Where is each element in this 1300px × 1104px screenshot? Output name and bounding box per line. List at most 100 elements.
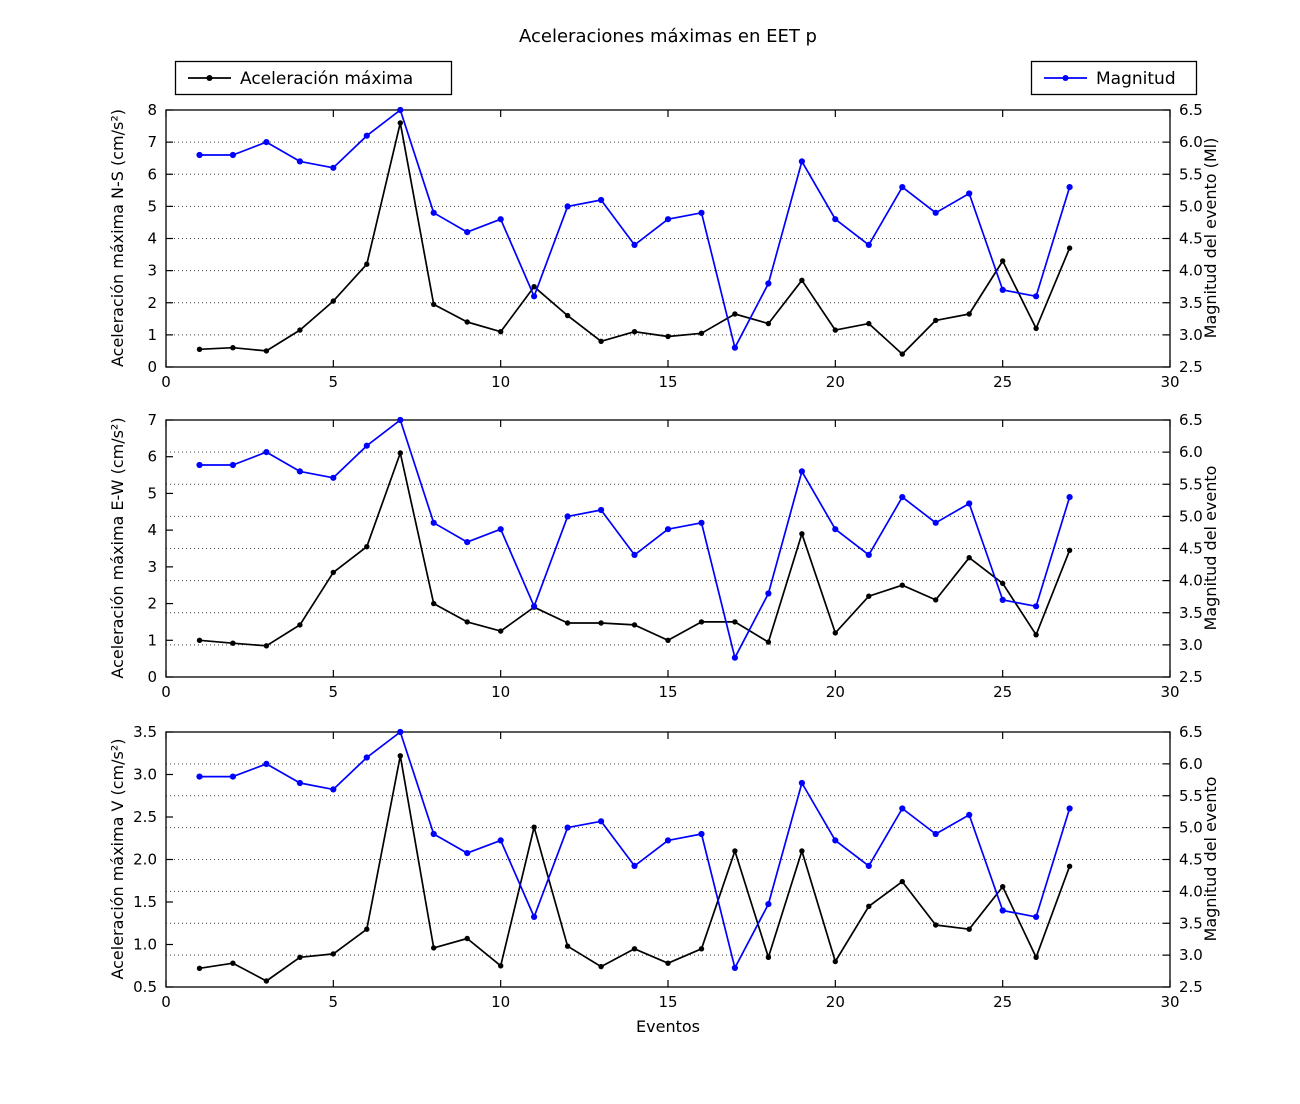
y-tick-label-right: 4.5 [1179,851,1203,869]
data-point-marker [196,151,203,159]
data-point-marker [296,468,303,475]
subplot-1-tick-labels: 0 5 10 15 20 25 30 0 1 2 3 4 5 6 7 8 2.5 3.0 3.5 4.0 4.5 5.0 5… [147,101,1202,391]
data-point-marker [196,346,203,352]
data-point-marker [1033,632,1039,638]
data-point-marker [698,830,705,838]
data-point-marker [932,519,939,526]
y-tick-label-left: 8 [147,101,157,119]
data-point-marker [631,329,638,335]
data-point-marker [564,824,571,831]
subplot-3: Aceleración máxima V (cm/s²) Magnitud de… [108,723,1220,1011]
data-point-marker [297,622,303,628]
data-point-marker [899,582,905,588]
data-point-marker [865,551,872,559]
data-point-marker [665,333,671,340]
y-tick-label-left: 1 [147,326,157,344]
magnitud-series-subplot-3-line [199,731,1071,969]
data-point-marker [263,978,270,984]
data-point-marker [731,964,739,972]
data-point-marker [263,760,270,768]
y-tick-label-right: 6.0 [1179,133,1203,151]
subplot-1-gridlines [166,141,1170,336]
data-point-marker [364,926,370,932]
data-point-marker [497,837,504,844]
y-tick-label-right: 5.5 [1179,165,1203,183]
data-point-marker [230,960,236,966]
subplot-1-ylabel-right: Magnitud del evento (Ml) [1201,138,1220,339]
y-tick-label-left: 3 [147,262,157,280]
data-point-marker [564,203,571,210]
magnitud-series-subplot-1-markers [196,106,1073,351]
data-point-marker [397,753,403,759]
y-tick-label-left: 1 [147,631,157,649]
y-tick-label-right: 2.5 [1179,978,1203,996]
data-point-marker [832,327,838,333]
y-tick-label-left: 3.0 [133,766,157,784]
data-point-marker [933,597,939,603]
data-point-marker [296,158,303,165]
data-point-marker [1000,580,1006,587]
data-point-marker [196,965,203,971]
accel-legend-marker-icon [206,75,213,81]
data-point-marker [598,338,604,344]
accel-series-subplot-1-markers [196,120,1073,357]
subplot-3-ylabel-right: Magnitud del evento [1201,777,1220,942]
subplot-1: Aceleración máxima N-S (cm/s²) Magnitud … [108,101,1220,391]
data-point-marker [832,216,839,223]
data-point-marker [1066,245,1073,251]
x-tick-label: 15 [658,683,677,701]
data-point-marker [966,190,973,197]
x-tick-label: 25 [993,993,1012,1011]
x-tick-label: 5 [329,993,339,1011]
data-point-marker [865,241,872,248]
y-tick-label-right: 6.5 [1179,411,1203,429]
subplot-2-ylabel-right: Magnitud del evento [1201,466,1220,631]
data-point-marker [263,139,270,146]
y-tick-label-left: 4 [147,230,157,248]
y-tick-label-right: 2.5 [1179,668,1203,686]
subplot-2-ticks [165,419,1171,678]
data-point-marker [765,320,772,327]
y-tick-label-right: 6.0 [1179,443,1203,461]
data-point-marker [966,500,973,507]
x-tick-label: 5 [329,373,339,391]
data-point-marker [665,960,671,966]
y-tick-label-left: 5 [147,197,157,215]
y-tick-label-right: 4.5 [1179,230,1203,248]
data-point-marker [732,848,738,854]
y-tick-label-right: 6.5 [1179,101,1203,119]
data-point-marker [1033,954,1039,960]
data-point-marker [363,754,370,761]
data-point-marker [999,596,1006,604]
data-point-marker [832,958,838,965]
data-point-marker [999,907,1006,914]
data-point-marker [498,628,504,634]
x-tick-label: 20 [826,683,845,701]
data-point-marker [330,951,336,957]
data-point-marker [799,848,805,854]
y-tick-label-left: 1.5 [133,893,157,911]
subplot-1-ylabel-left: Aceleración máxima N-S (cm/s²) [108,109,127,367]
y-tick-label-right: 4.0 [1179,572,1203,590]
data-point-marker [431,301,437,308]
data-point-marker [531,913,538,921]
data-point-marker [631,862,638,870]
data-point-marker [196,773,203,780]
data-point-marker [397,728,404,736]
data-point-marker [464,935,470,942]
data-point-marker [397,416,404,424]
data-point-marker [731,654,739,661]
data-point-marker [664,216,672,223]
x-axis-label: Eventos [636,1017,700,1036]
subplot-3-plot: 0 5 10 15 20 25 30 0.5 1.0 1.5 2.0 2.5 3.0 3.5 2.5 3.0 3… [133,723,1203,1011]
x-tick-label: 0 [161,683,171,701]
data-point-marker [430,209,437,216]
data-point-marker [899,494,906,501]
y-tick-label-left: 4 [147,521,157,539]
data-point-marker [598,818,605,825]
data-point-marker [1000,884,1006,890]
data-point-marker [1066,547,1073,553]
data-point-marker [966,811,973,819]
data-point-marker [765,280,772,287]
legend-mag-label: Magnitud [1096,69,1176,89]
